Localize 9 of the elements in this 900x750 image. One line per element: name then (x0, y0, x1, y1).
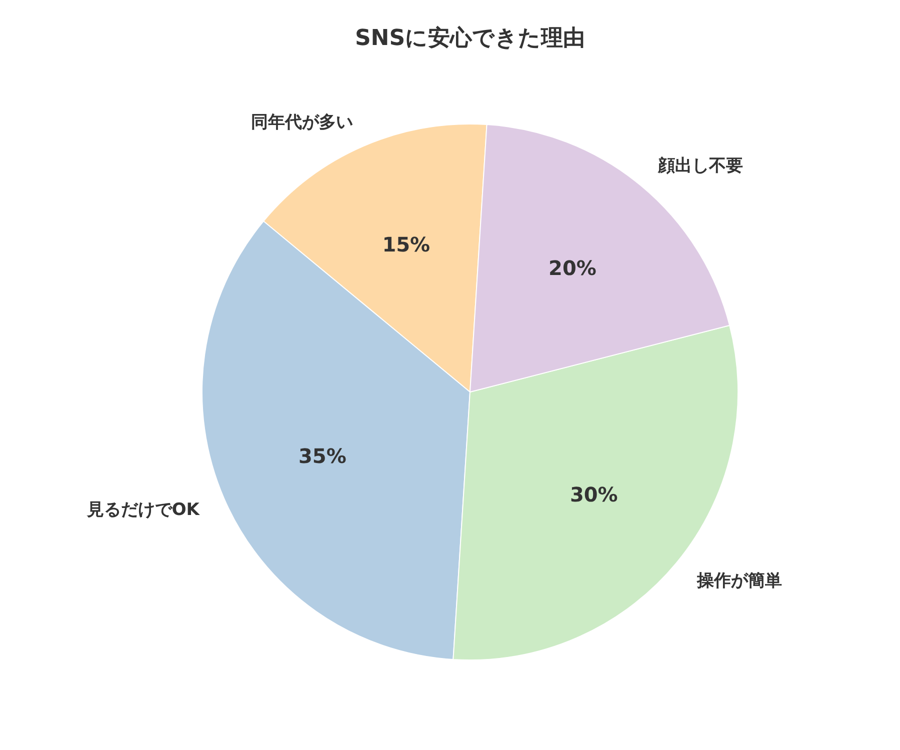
chart-title: SNSに安心できた理由 (354, 25, 586, 51)
slice-label: 同年代が多い (250, 112, 353, 132)
data-label: 30% (570, 482, 618, 506)
slice-label: 操作が簡単 (696, 570, 782, 591)
data-label: 15% (382, 232, 430, 256)
data-label: 35% (298, 444, 346, 468)
data-label: 20% (548, 256, 596, 280)
slice-label: 顔出し不要 (656, 156, 743, 176)
slice-label: 見るだけでOK (86, 500, 200, 520)
